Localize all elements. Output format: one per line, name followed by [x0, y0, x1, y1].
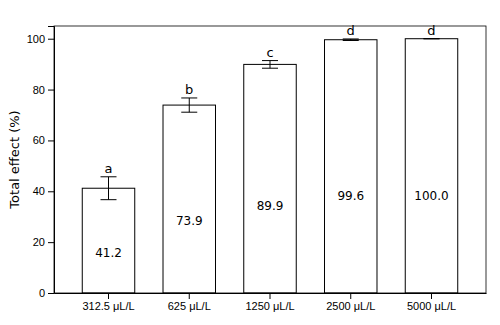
- tick-label: 1250 μL/L: [245, 300, 294, 312]
- tick-label: 20: [33, 236, 45, 248]
- tick: 20: [33, 236, 54, 248]
- error-bar-stem: [108, 177, 109, 200]
- annotation: b: [185, 82, 193, 97]
- annotation: c: [266, 45, 273, 60]
- tick-mark: [350, 293, 351, 299]
- bar: [405, 39, 457, 293]
- data-label: 89.9: [257, 199, 284, 213]
- tick-label: 625 μL/L: [168, 300, 211, 312]
- error-bar: [423, 38, 439, 39]
- tick-label: 0: [39, 287, 45, 299]
- tick-mark: [270, 293, 271, 299]
- tick-label: 80: [33, 84, 45, 96]
- y-axis-title: Total effect (%): [7, 110, 22, 209]
- tick: 80: [33, 84, 54, 96]
- bar: [244, 64, 296, 293]
- plot-frame: [54, 26, 486, 293]
- tick: 100: [27, 33, 54, 45]
- error-bar: [181, 98, 197, 112]
- tick: 0: [39, 287, 54, 299]
- error-bar-cap: [101, 176, 117, 177]
- error-bar-cap: [423, 38, 439, 39]
- tick-label: 2500 μL/L: [326, 300, 375, 312]
- error-bar-cap: [262, 68, 278, 69]
- tick-label: 60: [33, 134, 45, 146]
- annotation: d: [427, 23, 435, 38]
- tick-mark: [48, 242, 54, 243]
- error-bar-stem: [270, 61, 271, 69]
- error-bar-cap: [343, 38, 359, 39]
- tick-label: 100: [27, 33, 45, 45]
- annotation: d: [347, 23, 355, 38]
- data-label: 100.0: [414, 189, 448, 203]
- tick-label: 40: [33, 185, 45, 197]
- tick-mark: [48, 39, 54, 40]
- bar: [163, 105, 215, 293]
- tick: 1250 μL/L: [245, 293, 294, 312]
- tick-label: 312.5 μL/L: [82, 300, 134, 312]
- tick-mark: [48, 140, 54, 141]
- error-bar-cap: [181, 112, 197, 113]
- chart: 0 20 40 60 80 100 312.5 μL/L 625 μL/L 1250 μL/L 2…: [0, 0, 500, 325]
- data-label: 41.2: [95, 246, 122, 260]
- tick: 40: [33, 185, 54, 197]
- error-bar-cap: [343, 40, 359, 41]
- data-label: 99.6: [337, 189, 364, 203]
- bar: [325, 40, 377, 293]
- error-bar-cap: [181, 97, 197, 98]
- x-axis: 312.5 μL/L 625 μL/L 1250 μL/L 2500 μL/L 5000…: [55, 293, 487, 312]
- error-bar-stem: [189, 98, 190, 112]
- tick: 312.5 μL/L: [82, 293, 134, 312]
- marks: [82, 39, 457, 293]
- tick-mark: [48, 293, 54, 294]
- tick-label: 5000 μL/L: [407, 300, 456, 312]
- error-bar-cap: [101, 199, 117, 200]
- tick: 625 μL/L: [168, 293, 211, 312]
- tick-mark: [48, 191, 54, 192]
- error-bar-cap: [423, 38, 439, 39]
- data-label: 73.9: [176, 214, 203, 228]
- annotation: a: [105, 161, 113, 176]
- tick-mark: [48, 90, 54, 91]
- error-bar: [101, 177, 117, 200]
- tick: 2500 μL/L: [326, 293, 375, 312]
- tick-mark: [189, 293, 190, 299]
- tick-mark: [431, 293, 432, 299]
- plot: 0 20 40 60 80 100 312.5 μL/L 625 μL/L 1250 μL/L 2…: [27, 23, 487, 312]
- axis-line: [48, 27, 55, 294]
- error-bar-cap: [262, 60, 278, 61]
- y-axis: 0 20 40 60 80 100: [27, 27, 55, 300]
- error-bar: [262, 61, 278, 69]
- bar: [82, 188, 134, 293]
- error-bar: [343, 39, 359, 41]
- tick-mark: [108, 293, 109, 299]
- tick: 60: [33, 134, 54, 146]
- labels: 41.2 73.9 89.9 99.6 100.0 a b c d d: [95, 23, 449, 260]
- tick: 5000 μL/L: [407, 293, 456, 312]
